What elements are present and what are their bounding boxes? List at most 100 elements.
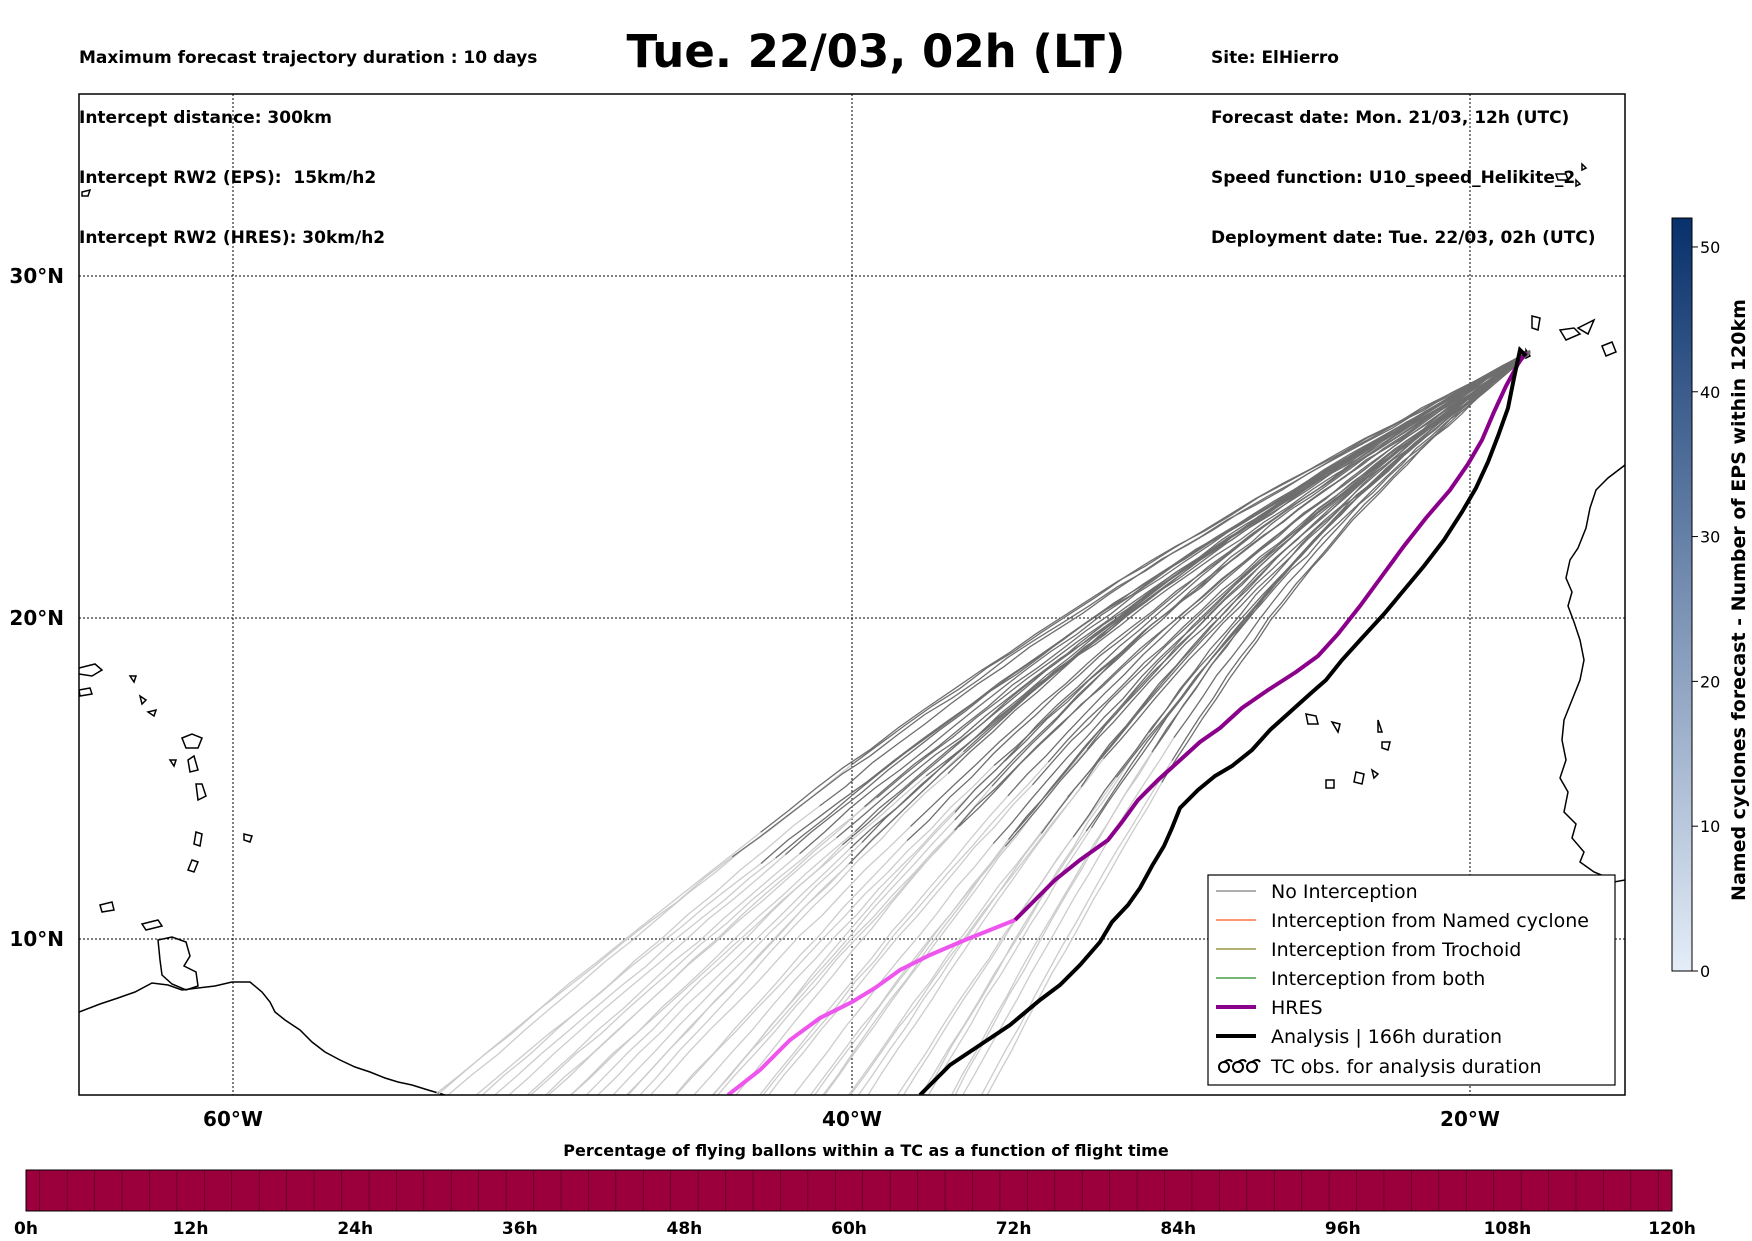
eps-trajectory <box>1014 351 1531 833</box>
timeline-fill <box>25 1169 1673 1212</box>
eps-trajectory <box>612 842 863 1095</box>
eps-trajectory <box>857 833 1042 1095</box>
coast-canary-1 <box>1531 315 1541 331</box>
eps-trajectory <box>675 765 995 1095</box>
eps-trajectory <box>507 854 786 1095</box>
coast-lesser-antilles-5 <box>187 859 199 873</box>
eps-trajectory <box>849 758 1104 1095</box>
eps-trajectory <box>980 760 1173 1095</box>
page-title: Tue. 22/03, 02h (LT) <box>626 25 1126 78</box>
coast-canary-4 <box>1601 341 1617 357</box>
legend-label: Interception from Trochoid <box>1271 939 1521 961</box>
colorbar-tick-label: 10 <box>1700 817 1720 836</box>
map-border <box>78 93 1626 1096</box>
eps-trajectory <box>639 773 949 1095</box>
timeline-tick-label: 72h <box>996 1219 1032 1239</box>
eps-trajectory <box>792 843 994 1095</box>
eps-trajectory <box>711 819 956 1095</box>
header-line-duration: Maximum forecast trajectory duration : 1… <box>79 48 538 68</box>
legend-label: Interception from Named cyclone <box>1271 910 1589 932</box>
eps-trajectory <box>922 731 1150 1095</box>
eps-trajectory <box>529 797 878 1095</box>
timeline-tick-label: 96h <box>1325 1219 1361 1239</box>
eps-trajectory <box>822 831 1016 1095</box>
coast-islands-small <box>81 188 178 768</box>
eps-trajectory <box>526 853 801 1095</box>
lon-label-40w: 40°W <box>822 1107 882 1131</box>
legend-box <box>1207 874 1616 1086</box>
eps-trajectory <box>570 831 856 1095</box>
eps-trajectory <box>1148 351 1531 733</box>
timeline-tick-label: 84h <box>1160 1219 1196 1239</box>
coast-cape-verde-2 <box>1330 720 1341 734</box>
map-content <box>79 94 1625 1095</box>
eps-trajectory <box>1173 351 1531 738</box>
header-right-info: Site: ElHierro Forecast date: Mon. 21/03… <box>1211 8 1596 268</box>
flight-time-bar: Percentage of flying ballons within a TC… <box>14 1141 1696 1239</box>
cyclone-symbol-icon <box>1218 1059 1261 1073</box>
coast-canary-2 <box>1558 327 1582 341</box>
legend-item-named-cyclone: Interception from Named cyclone <box>1216 910 1589 932</box>
eps-trajectory <box>809 846 1006 1095</box>
legend-item-tc-obs: TC obs. for analysis duration <box>1218 1056 1542 1078</box>
eps-trajectory <box>954 748 1155 1095</box>
coast-cape-verde-3 <box>1377 719 1384 733</box>
eps-trajectory <box>716 826 960 1095</box>
eps-trajectory <box>693 760 1005 1095</box>
eps-trajectories-late <box>731 349 1531 865</box>
timeline-tick-label: 60h <box>831 1219 867 1239</box>
header-line-distance: Intercept distance: 300km <box>79 108 332 128</box>
eps-trajectory <box>493 857 777 1095</box>
colorbar-tick-label: 20 <box>1700 672 1720 691</box>
header-line-speed-function: Speed function: U10_speed_Helikite_2 <box>1211 168 1576 188</box>
legend-item-no-interception: No Interception <box>1216 881 1418 903</box>
legend-item-both: Interception from both <box>1216 968 1485 990</box>
cyclone-count-colorbar: 0 10 20 30 40 50 Named cyclones forecast - Nu… <box>1671 217 1750 981</box>
colorbar-ticks: 0 10 20 30 40 50 <box>1692 238 1720 981</box>
legend-item-analysis: Analysis | 166h duration <box>1216 1026 1502 1048</box>
eps-trajectory <box>762 761 1049 1095</box>
eps-trajectory <box>475 862 762 1095</box>
lon-label-20w: 20°W <box>1440 1107 1500 1131</box>
eps-trajectory <box>436 831 762 1095</box>
coast-lesser-antilles-1 <box>181 733 203 749</box>
eps-trajectory <box>1067 351 1531 798</box>
eps-trajectory <box>481 805 820 1095</box>
coast-lesser-antilles-2 <box>187 754 199 773</box>
colorbar-tick-label: 40 <box>1700 383 1720 402</box>
header-line-rw2-hres: Intercept RW2 (HRES): 30km/h2 <box>79 228 386 248</box>
eps-trajectory <box>910 352 1531 827</box>
timeline-label: Percentage of flying ballons within a TC… <box>563 1141 1169 1160</box>
eps-trajectory <box>649 825 912 1095</box>
legend-item-hres: HRES <box>1216 997 1323 1019</box>
eps-trajectory <box>735 785 993 1095</box>
eps-trajectory <box>585 844 843 1095</box>
analysis-trajectory <box>918 345 1528 1095</box>
header-left-info: Maximum forecast trajectory duration : 1… <box>79 8 537 268</box>
timeline-minor-ticks <box>39 1170 1659 1211</box>
colorbar-tick-label: 50 <box>1700 238 1720 257</box>
eps-trajectory <box>920 830 1087 1095</box>
colorbar-gradient <box>1671 217 1693 972</box>
header-line-rw2-eps: Intercept RW2 (EPS): 15km/h2 <box>79 168 377 188</box>
legend-label: No Interception <box>1271 881 1418 903</box>
eps-trajectory <box>596 847 851 1095</box>
coast-lesser-antilles-4 <box>193 831 203 847</box>
timeline-tick-label: 120h <box>1648 1219 1696 1239</box>
legend-label: HRES <box>1271 997 1323 1019</box>
legend-item-trochoid: Interception from Trochoid <box>1216 939 1521 961</box>
header-line-deployment-date: Deployment date: Tue. 22/03, 02h (UTC) <box>1211 228 1596 248</box>
legend: No Interception Interception from Named … <box>1207 874 1616 1086</box>
eps-trajectory <box>850 349 1531 766</box>
hres-trajectory <box>1013 350 1528 922</box>
legend-label: Analysis | 166h duration <box>1271 1026 1502 1048</box>
header-line-site: Site: ElHierro <box>1211 48 1339 68</box>
timeline-tick-label: 0h <box>14 1219 38 1239</box>
header-line-forecast-date: Forecast date: Mon. 21/03, 12h (UTC) <box>1211 108 1570 128</box>
hres-trajectory-early <box>726 918 1016 1095</box>
eps-trajectory <box>544 837 838 1095</box>
eps-trajectory <box>902 836 1074 1095</box>
coast-canary-3 <box>1576 318 1596 336</box>
coast-madeira <box>1554 162 1588 188</box>
